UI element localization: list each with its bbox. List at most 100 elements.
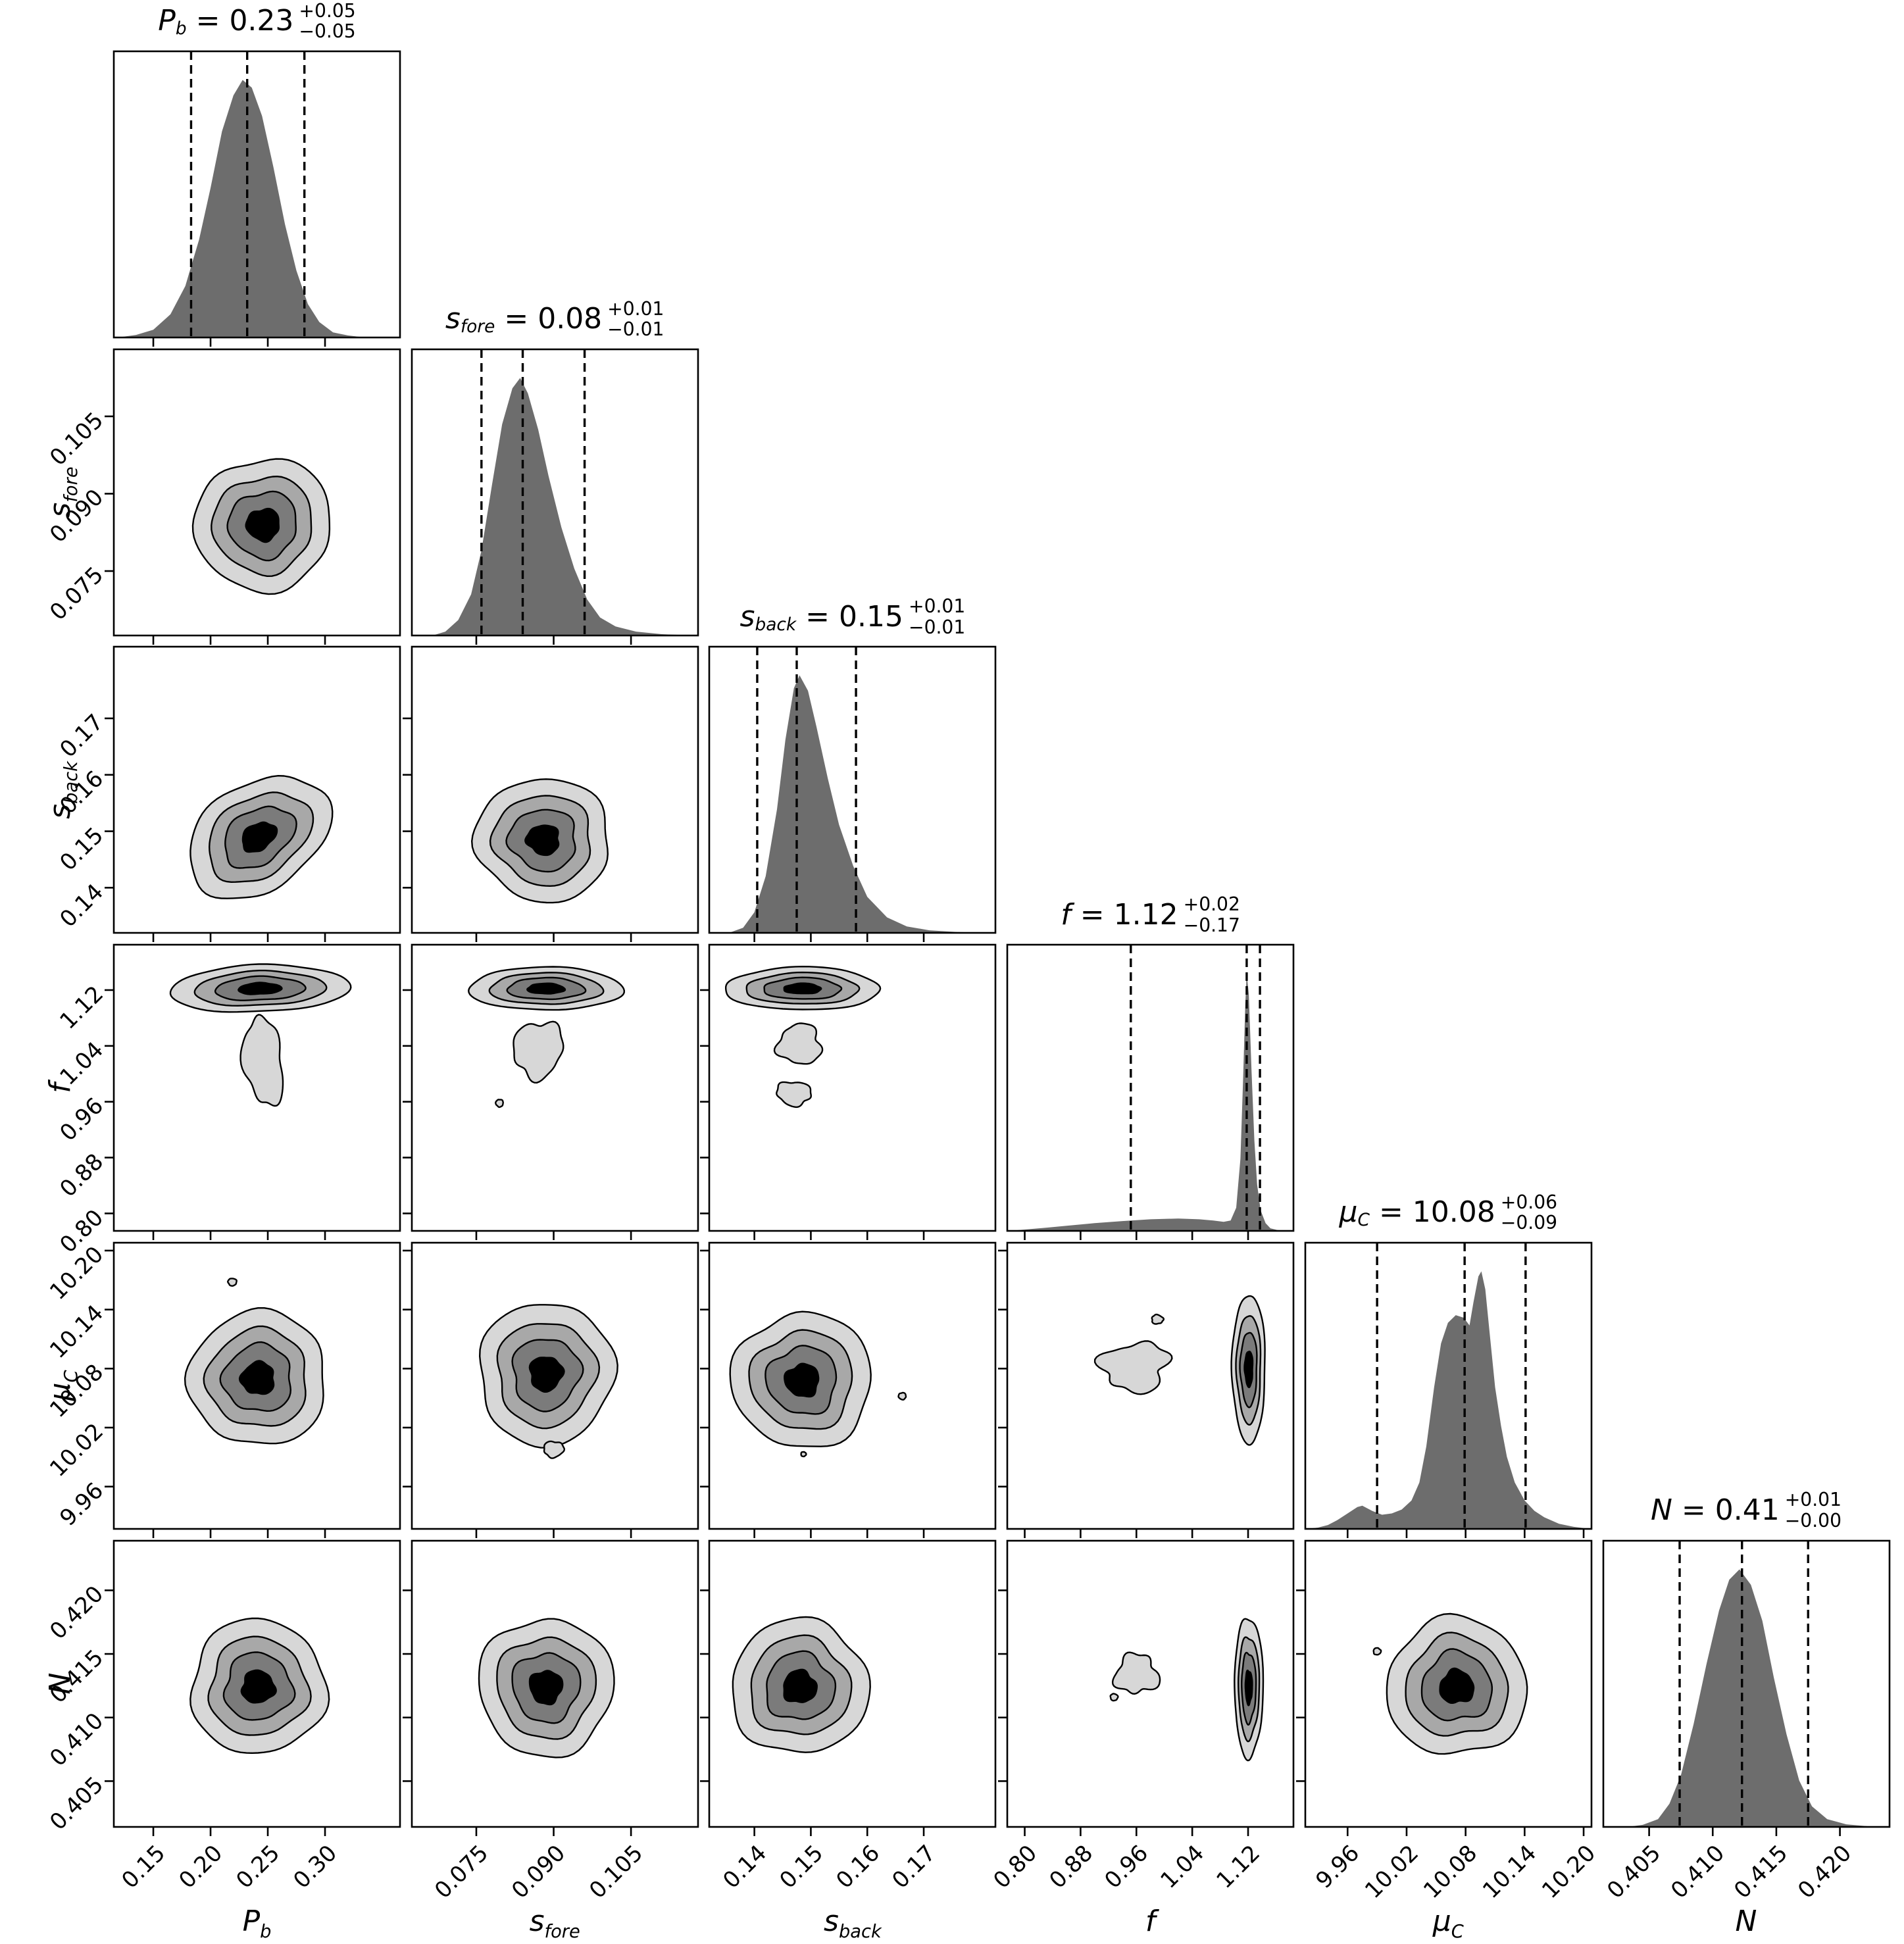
title-sback-errors: +0.01 −0.01 — [909, 596, 965, 637]
x-axis-label-muc: μC — [1432, 1904, 1464, 1941]
title-muc-plus: +0.06 — [1500, 1191, 1558, 1213]
title-f-minus: −0.17 — [1183, 914, 1240, 936]
title-pb-errors: +0.05 −0.05 — [299, 1, 355, 42]
contour-n-vs-sback-svg — [700, 1539, 997, 1836]
panel-sback-vs-sfore — [402, 646, 699, 943]
x-tick-label: 0.405 — [1602, 1839, 1666, 1904]
y-tick-label: 0.410 — [45, 1708, 109, 1772]
x-axis-label-n-main: N — [1735, 1904, 1757, 1938]
x-tick-label: 10.14 — [1478, 1839, 1542, 1904]
panel-n-vs-sback — [700, 1539, 997, 1836]
title-n: N = 0.41 +0.01 −0.00 — [1651, 1489, 1841, 1531]
y-tick-label: 0.15 — [55, 822, 109, 876]
title-n-value: = 0.41 — [1672, 1493, 1780, 1527]
y-tick-label: 0.105 — [45, 407, 109, 471]
panel-sback-vs-pb — [105, 646, 401, 943]
y-tick-label: 10.14 — [45, 1300, 109, 1364]
contour-n-vs-muc-svg — [1295, 1539, 1593, 1836]
x-axis-label-sback: sback — [824, 1907, 882, 1941]
x-tick-label: 1.12 — [1211, 1839, 1266, 1894]
x-tick-label: 0.075 — [429, 1839, 493, 1904]
title-f-errors: +0.02 −0.17 — [1184, 894, 1240, 935]
y-tick-label: 1.04 — [55, 1036, 109, 1091]
title-muc-errors: +0.06 −0.09 — [1501, 1192, 1557, 1234]
title-n-minus: −0.00 — [1784, 1509, 1842, 1532]
x-axis-label-f-main: f — [1145, 1904, 1156, 1938]
y-tick-label: 0.96 — [55, 1092, 109, 1147]
x-tick-label: 0.420 — [1793, 1839, 1857, 1904]
hist-n-svg — [1602, 1539, 1890, 1836]
contour-n-vs-f-svg — [998, 1539, 1295, 1836]
panel-hist-f: f = 1.12 +0.02 −0.17 — [1006, 894, 1295, 1241]
title-sfore-name: s — [445, 302, 461, 336]
title-muc-name: μ — [1339, 1195, 1358, 1230]
contour-sback-vs-sfore-svg — [402, 646, 699, 943]
x-axis-label-muc-main: μ — [1432, 1904, 1451, 1938]
title-sfore-minus: −0.01 — [607, 318, 664, 341]
title-pb-plus: +0.05 — [299, 0, 356, 22]
title-sback-minus: −0.01 — [908, 616, 966, 638]
y-tick-label: 0.14 — [55, 878, 109, 933]
hist-pb-svg — [113, 50, 401, 347]
contour-muc-vs-sback-svg — [700, 1241, 997, 1538]
hist-muc-svg — [1304, 1241, 1593, 1538]
x-tick-label: 0.20 — [174, 1839, 228, 1894]
title-f-plus: +0.02 — [1183, 893, 1240, 916]
title-muc-sub: C — [1357, 1209, 1370, 1230]
panel-hist-sback: s back = 0.15 +0.01 −0.01 — [709, 596, 997, 943]
x-tick-label: 0.14 — [718, 1839, 772, 1894]
title-sback-name: s — [739, 599, 755, 634]
x-tick-label: 0.80 — [988, 1839, 1042, 1894]
hist-sfore-svg — [411, 348, 699, 645]
x-tick-label: 10.08 — [1418, 1839, 1483, 1904]
title-n-errors: +0.01 −0.00 — [1785, 1489, 1841, 1531]
title-f-name: f — [1061, 897, 1071, 932]
panel-f-vs-sfore — [402, 943, 699, 1241]
panel-n-vs-muc — [1295, 1539, 1593, 1836]
contour-sback-vs-pb-svg — [105, 646, 401, 943]
x-tick-label: 0.30 — [288, 1839, 343, 1894]
contour-f-vs-sback-svg — [700, 943, 997, 1241]
title-muc-value: = 10.08 — [1369, 1195, 1495, 1230]
x-tick-label: 0.17 — [887, 1839, 941, 1894]
x-tick-label: 0.15 — [116, 1839, 171, 1894]
x-axis-label-pb: Pb — [242, 1904, 272, 1941]
title-f-value: = 1.12 — [1070, 897, 1178, 932]
x-tick-label: 0.415 — [1729, 1839, 1793, 1904]
contour-f-vs-sfore-svg — [402, 943, 699, 1241]
title-sback-sub: back — [755, 614, 797, 635]
x-axis-label-pb-sub: b — [260, 1922, 272, 1943]
title-f: f = 1.12 +0.02 −0.17 — [1061, 894, 1240, 935]
contour-n-vs-sfore-svg — [402, 1539, 699, 1836]
x-tick-label: 0.090 — [507, 1839, 571, 1904]
x-tick-label: 0.105 — [584, 1839, 648, 1904]
title-pb-sub: b — [175, 18, 187, 39]
hist-sback-svg — [709, 646, 997, 943]
x-axis-label-sback-sub: back — [838, 1922, 882, 1943]
x-axis-label-sfore-sub: fore — [544, 1922, 580, 1943]
x-tick-label: 10.02 — [1359, 1839, 1424, 1904]
x-tick-label: 0.88 — [1043, 1839, 1098, 1894]
title-pb-name: P — [158, 4, 176, 38]
contour-muc-vs-pb-svg — [105, 1241, 401, 1538]
x-tick-label: 0.25 — [231, 1839, 286, 1894]
x-axis-label-pb-main: P — [242, 1904, 261, 1938]
title-n-plus: +0.01 — [1784, 1489, 1842, 1511]
contour-f-vs-pb-svg — [105, 943, 401, 1241]
y-tick-label: 0.075 — [45, 561, 109, 626]
y-tick-label: 0.420 — [45, 1580, 109, 1645]
title-pb-value: = 0.23 — [186, 4, 294, 38]
title-n-name: N — [1650, 1493, 1672, 1527]
title-sback: s back = 0.15 +0.01 −0.01 — [740, 596, 966, 637]
y-tick-label: 0.88 — [55, 1148, 109, 1203]
title-sfore-plus: +0.01 — [607, 297, 664, 320]
y-tick-label: 0.405 — [45, 1771, 109, 1835]
panel-muc-vs-pb — [105, 1241, 401, 1538]
contour-muc-vs-f-svg — [998, 1241, 1295, 1538]
x-tick-label: 1.04 — [1155, 1839, 1210, 1894]
